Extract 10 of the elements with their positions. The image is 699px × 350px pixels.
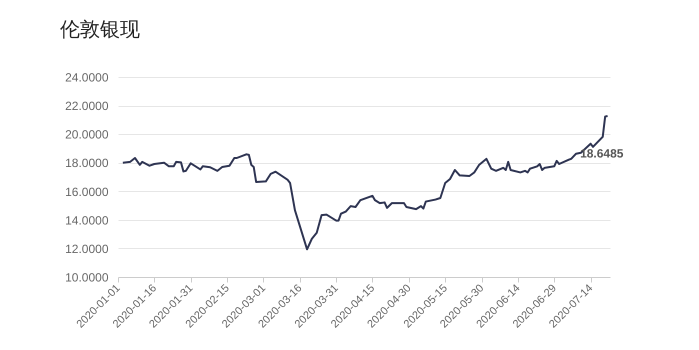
y-tick-label: 22.0000 — [65, 99, 109, 114]
y-tick-label: 10.0000 — [65, 270, 109, 284]
y-tick-label: 16.0000 — [65, 184, 109, 199]
y-tick-label: 18.0000 — [65, 156, 109, 170]
y-tick-label: 20.0000 — [65, 128, 109, 142]
annotation: 18.6485 — [580, 146, 624, 160]
y-tick-label: 24.0000 — [65, 70, 109, 84]
y-tick-label: 14.0000 — [65, 213, 109, 228]
chart-title: 伦敦银现 — [59, 16, 141, 43]
y-tick-label: 12.0000 — [65, 242, 109, 256]
